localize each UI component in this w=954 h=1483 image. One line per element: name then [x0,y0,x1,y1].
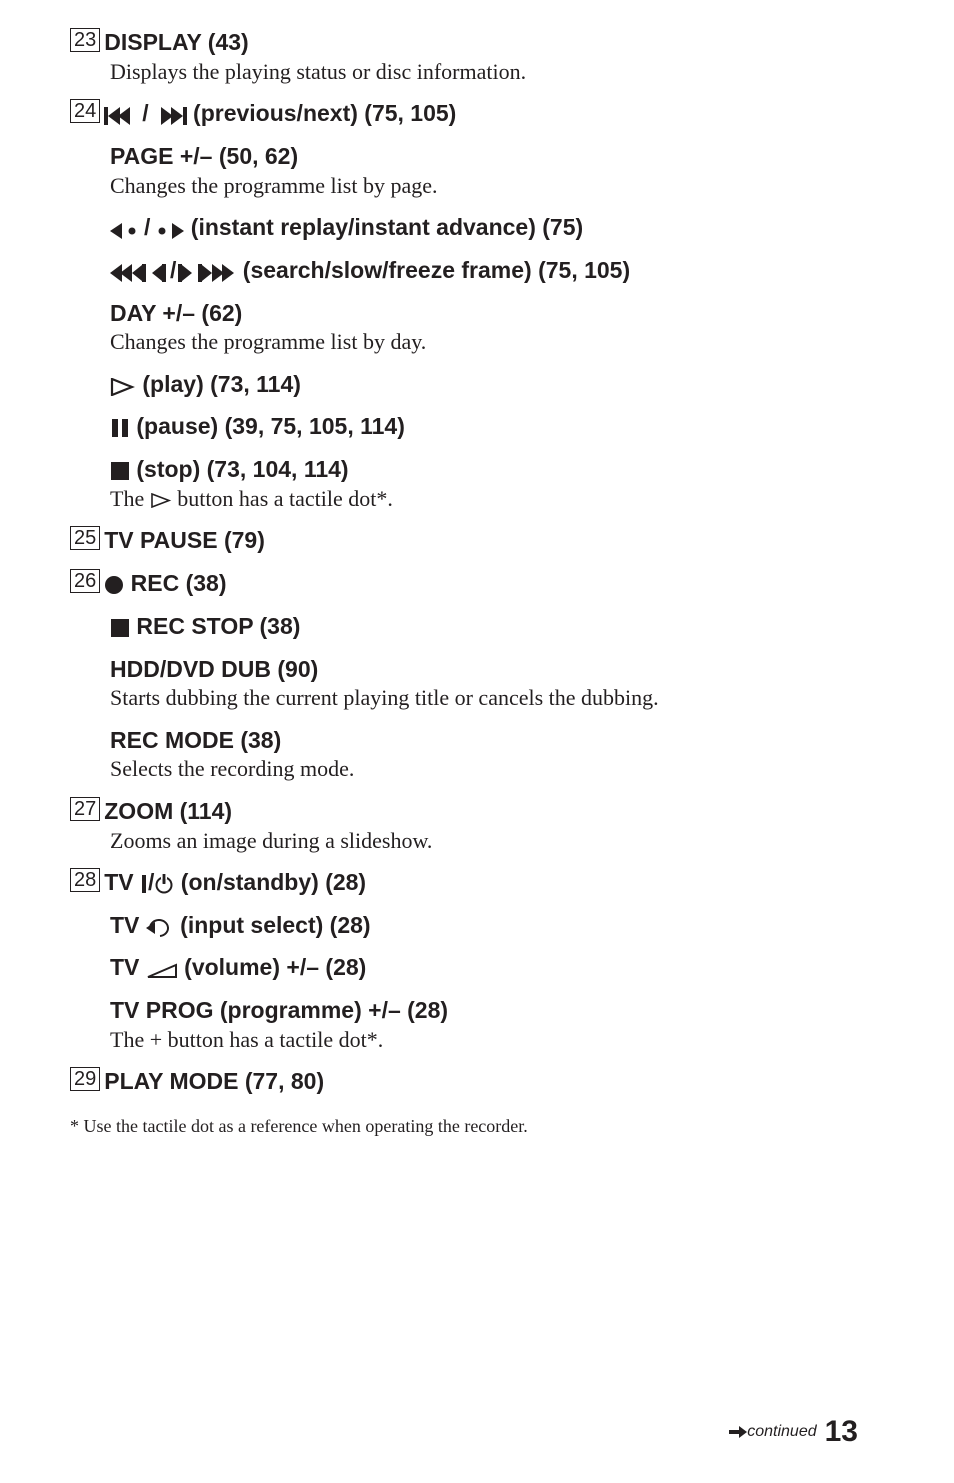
footer: continued 13 [729,1415,858,1449]
entry-28: 28 TV / (on/standby) (28) TV (input sele… [70,868,854,1053]
stop-icon [110,618,130,638]
ffwd-icon [196,264,236,282]
dub-heading: HDD/DVD DUB (90) [110,655,854,684]
instant-replay-icon [110,223,144,239]
tv-vol-heading: TV (volume) +/– (28) [110,953,854,982]
heading: ZOOM (114) [104,797,854,826]
num-box: 25 [70,526,100,550]
tv-prog-heading: TV PROG (programme) +/– (28) [110,996,854,1025]
body: Zooms an image during a slideshow. [110,828,854,854]
num-box: 24 [70,99,100,123]
num-box: 26 [70,569,100,593]
tv-prog-body: The + button has a tactile dot*. [110,1027,854,1053]
body: Displays the playing status or disc info… [110,59,854,85]
standby-icon [154,874,174,894]
num-box: 29 [70,1067,100,1091]
num-box: 28 [70,868,100,892]
heading: / (previous/next) (75, 105) [104,99,854,128]
heading: DISPLAY (43) [104,28,854,57]
play-outline-icon [150,493,172,508]
mode-heading: REC MODE (38) [110,726,854,755]
tv-input-heading: TV (input select) (28) [110,911,854,940]
entry-23: 23 DISPLAY (43) Displays the playing sta… [70,28,854,85]
page-body: Changes the programme list by page. [110,173,854,199]
heading: PLAY MODE (77, 80) [104,1067,854,1096]
entry-26: 26 REC (38) REC STOP (38) HDD/DVD DUB (9… [70,569,854,783]
search-heading: / (search/slow/freeze frame) (75, 105) [110,256,854,285]
entry-27: 27 ZOOM (114) Zooms an image during a sl… [70,797,854,854]
stop-heading: (stop) (73, 104, 114) [110,455,854,484]
pause-icon [110,418,130,438]
instant-advance-icon [150,223,184,239]
heading: REC (38) [104,569,854,598]
prev-track-icon [104,107,142,125]
day-heading: DAY +/– (62) [110,299,854,328]
num-box: 23 [70,28,100,52]
day-body: Changes the programme list by day. [110,329,854,355]
heading: TV PAUSE (79) [104,526,854,555]
entry-25: 25 TV PAUSE (79) [70,526,854,555]
heading: TV / (on/standby) (28) [104,868,854,897]
play-heading: (play) (73, 114) [110,370,854,399]
continued-arrow-icon [729,1426,747,1438]
step-back-icon [150,264,170,282]
num-box: 27 [70,797,100,821]
stop-icon [110,461,130,481]
step-fwd-icon [176,264,196,282]
continued-label: continued [747,1423,816,1441]
rewind-icon [110,264,150,282]
page-heading: PAGE +/– (50, 62) [110,142,854,171]
entry-29: 29 PLAY MODE (77, 80) [70,1067,854,1096]
stop-body: The button has a tactile dot*. [110,486,854,512]
volume-icon [146,963,178,979]
dub-body: Starts dubbing the current playing title… [110,685,854,711]
entry-24: 24 / (previous/next) (75, 105) PAGE +/– … [70,99,854,512]
record-icon [104,575,124,595]
footnote: * Use the tactile dot as a reference whe… [70,1116,854,1138]
power-bar-icon [140,874,148,894]
replay-heading: / (instant replay/instant advance) (75) [110,213,854,242]
play-icon [110,378,136,396]
input-select-icon [146,919,174,937]
recstop-heading: REC STOP (38) [110,612,854,641]
pause-heading: (pause) (39, 75, 105, 114) [110,412,854,441]
next-track-icon [149,107,187,125]
page-number: 13 [825,1415,858,1449]
mode-body: Selects the recording mode. [110,756,854,782]
